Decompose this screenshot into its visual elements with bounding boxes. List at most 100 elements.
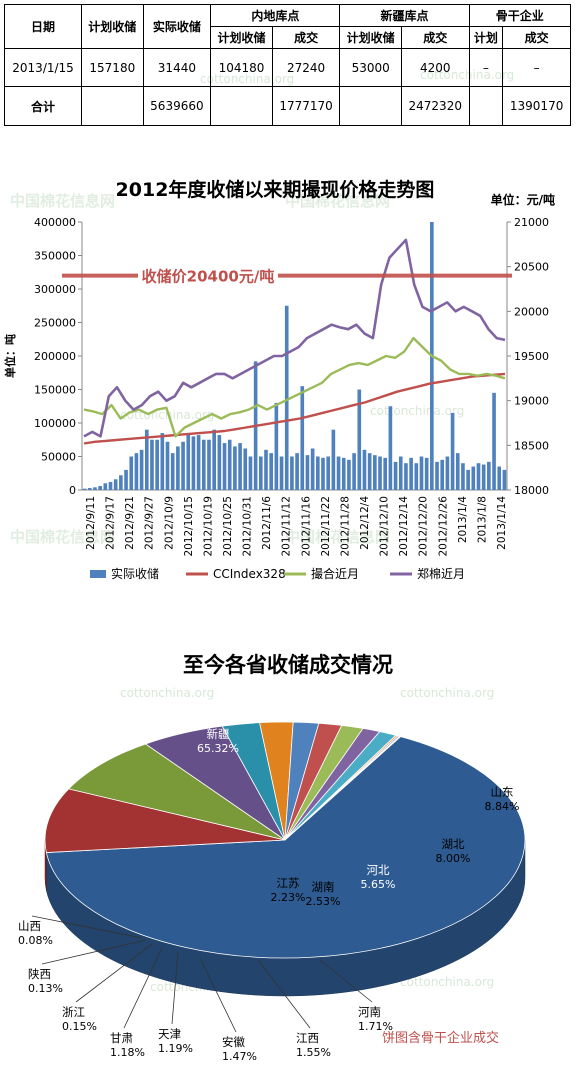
series-line-cc [83,372,506,445]
x-tick-label: 2012/9/11 [85,496,97,550]
bar [82,488,87,490]
bar [476,463,481,490]
bar [233,446,237,490]
subheader-bb-deal: 成交 [502,25,571,49]
bar [124,469,128,490]
pie-value: 1.19% [158,1042,193,1055]
price-trend-chart: 2012年度收储以来期撮现价格走势图 单位：元/吨单位：吨 0 50000 100000… [3,178,555,581]
x-tick-label: 2012/10/31 [242,496,254,557]
pie-label: 浙江 [62,1005,85,1019]
x-tick-label: 2013/1/4 [457,496,469,543]
chart-title: 至今各省收储成交情况 [183,653,393,677]
y2-tick-label: 21000 [514,216,549,229]
pie-leader-line [31,915,143,939]
header-date: 日期 [3,4,83,49]
pie-label: 安徽 [222,1035,245,1049]
cell-date: 2013/1/15 [3,47,83,88]
bar [243,448,248,490]
bar [435,461,439,490]
pie-footnote: 饼图含骨干企业成交 [382,1030,499,1046]
cell-inland-deal: 27240 [271,47,341,88]
bar [181,441,185,490]
bar [414,463,419,490]
x-tick-label: 2012/11/12 [281,496,293,557]
bar [248,456,253,490]
bar [144,429,149,490]
bar [409,457,413,490]
pie-value: 0.15% [62,1020,97,1033]
pie-leader-line [319,959,373,1003]
y-tick-label: 400000 [34,216,76,229]
y-tick-label: 250000 [34,317,76,330]
pie-value: 2.53% [306,895,341,908]
storage-table: 日期 计划收储 实际收储 内地库点 新疆库点 骨干企业 计划收储 成交 计划收储… [3,4,572,126]
bar [492,392,496,490]
pie-slice [284,735,402,841]
bar [398,456,403,490]
cell-inland-planned [210,86,273,126]
pie-value: 8.00% [436,852,471,865]
bar [201,439,206,490]
y2-tick-label: 20500 [514,261,549,274]
x-tick-label: 2012/11/28 [339,496,351,557]
x-tick-label: 2012/11/16 [300,496,312,557]
bar [347,459,351,490]
bar [362,449,367,490]
watermark: cottonchina.org [400,975,495,989]
bar [326,456,331,490]
watermark: cottonchina.org [120,686,215,700]
bar [300,386,305,490]
table-row: 合计 5639660 1777170 2472320 1390170 [3,86,571,126]
pie-label: 山东 [491,785,514,799]
pie-label: 甘肃 [110,1031,133,1045]
pie-value: 0.08% [18,934,53,947]
bar [207,439,211,490]
header-inland: 内地库点 [210,4,341,27]
cell-date: 合计 [3,86,83,126]
x-tick-label: 2012/10/9 [163,496,175,550]
bar [103,483,108,490]
bar [471,466,476,490]
pie-slice [44,788,286,853]
bar [258,456,263,490]
y-axis-label: 单位：吨 [3,334,17,378]
bar [176,446,180,490]
pie-leader-line [171,951,179,1025]
x-tick-label: 2012/10/19 [202,496,214,557]
y-tick-label: 150000 [34,384,76,397]
bar [497,466,502,490]
bar [284,305,289,490]
bar [150,439,154,490]
y-tick-label: 350000 [34,250,76,263]
x-tick-label: 2012/11/6 [261,496,273,550]
pie-label: 天津 [158,1027,181,1041]
y-tick-label: 50000 [41,451,76,464]
cell-xj-planned [339,86,402,126]
x-tick-label: 2012/9/21 [124,496,136,550]
watermark: 中国棉花信息网 [285,192,391,210]
bar [445,456,450,490]
annotation-label: 收储价20400元/吨 [142,268,275,286]
subheader-xj-planned: 计划收储 [339,25,402,49]
bar [87,487,92,490]
x-tick-label: 2012/12/4 [359,496,371,550]
bar [134,453,139,490]
bar [119,475,123,490]
pie-value: 1.71% [358,1020,393,1033]
legend-swatch [90,570,106,578]
bar [316,456,320,490]
bar [466,469,470,490]
series-line-match [83,336,506,438]
cell-inland-planned: 104180 [210,47,273,88]
bar [212,429,216,490]
header-planned: 计划收储 [81,4,144,49]
pie-value: 1.55% [296,1046,331,1059]
y-tick-label: 0 [69,484,76,497]
x-tick-label: 2012/11/22 [320,496,332,557]
bar [269,453,273,490]
pie-label: 江苏 [277,876,300,890]
legend-label: CCIndex328 [213,567,286,581]
subheader-inland-planned: 计划收储 [210,25,273,49]
bar [378,456,382,490]
